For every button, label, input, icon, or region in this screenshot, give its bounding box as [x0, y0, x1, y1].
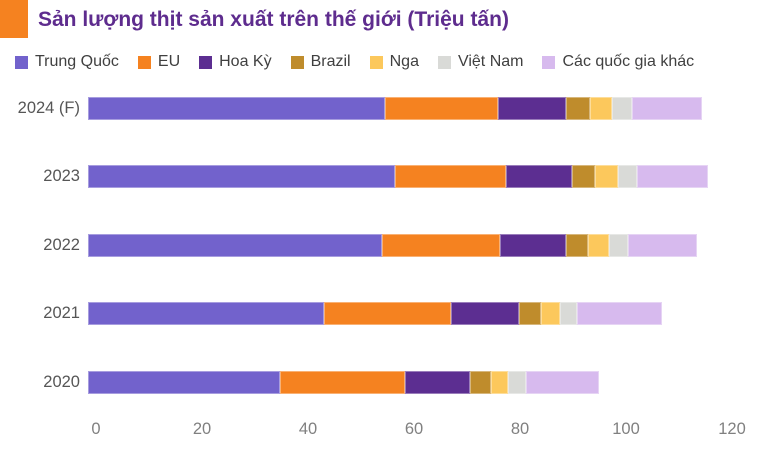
bar-segment [450, 302, 519, 326]
x-tick-label: 20 [192, 419, 212, 438]
bar-segment [627, 233, 697, 257]
category-label: 2024 (F) [17, 98, 80, 117]
bar-segment [381, 233, 501, 257]
legend-item: Hoa Kỳ [199, 53, 272, 71]
bar-segment [571, 165, 596, 189]
bar-segment [525, 370, 599, 394]
bar-segment [323, 302, 451, 326]
bar-segment [88, 370, 281, 394]
chart-row: 2024 (F) [0, 74, 765, 143]
bar-track [88, 96, 724, 120]
bar-segment [384, 96, 498, 120]
bar-track [88, 302, 724, 326]
x-tick-label: 60 [404, 419, 424, 438]
bar-segment [88, 233, 382, 257]
chart-title: Sản lượng thịt sản xuất trên thế giới (T… [38, 8, 509, 31]
legend-swatch-icon [199, 55, 213, 69]
bar-segment [631, 96, 702, 120]
bar-segment [541, 302, 561, 326]
legend-swatch-icon [369, 55, 383, 69]
category-label: 2023 [43, 167, 80, 186]
bar-segment [518, 302, 542, 326]
legend-label: Việt Nam [457, 53, 524, 70]
legend-label: Các quốc gia khác [562, 53, 695, 70]
bar-segment [88, 165, 396, 189]
x-tick-label: 120 [718, 419, 746, 438]
legend-swatch-icon [542, 55, 556, 69]
legend-item: Việt Nam [437, 53, 524, 71]
bar-segment [404, 370, 470, 394]
bar-segment [617, 165, 637, 189]
legend-item: Nga [369, 53, 419, 71]
stacked-bar-chart: 2024 (F) 2023 2022 2021 2020 [0, 74, 765, 417]
legend-swatch-icon [137, 55, 151, 69]
legend-label: Nga [389, 53, 419, 70]
bar-segment [497, 96, 567, 120]
bar-track [88, 233, 724, 257]
bar-segment [577, 302, 663, 326]
bar-segment [612, 96, 632, 120]
bar-segment [88, 302, 324, 326]
legend-item: EU [137, 53, 181, 71]
bar-segment [88, 96, 385, 120]
legend-item: Trung Quốc [15, 53, 119, 71]
chart-row: 2022 [0, 211, 765, 280]
bar-segment [565, 233, 589, 257]
x-tick-label: 100 [612, 419, 640, 438]
bar-segment [280, 370, 405, 394]
chart-row: 2023 [0, 143, 765, 212]
legend-label: EU [157, 53, 181, 70]
legend-swatch-icon [290, 55, 304, 69]
legend-label: Hoa Kỳ [219, 53, 272, 70]
chart-row: 2020 [0, 348, 765, 417]
bar-segment [566, 96, 590, 120]
bar-track [88, 370, 724, 394]
bar-segment [636, 165, 708, 189]
chart-header: Sản lượng thịt sản xuất trên thế giới (T… [0, 0, 765, 40]
bar-segment [490, 370, 509, 394]
bar-segment [505, 165, 572, 189]
legend-swatch-icon [437, 55, 451, 69]
category-label: 2021 [43, 304, 80, 323]
bar-segment [395, 165, 506, 189]
bar-track [88, 165, 724, 189]
x-tick-label: 40 [298, 419, 318, 438]
legend-swatch-icon [15, 55, 28, 69]
legend: Trung Quốc EU Hoa Kỳ Brazil Nga Việt Nam Các q… [15, 53, 765, 71]
legend-item: Brazil [290, 53, 351, 71]
accent-square [0, 0, 28, 38]
legend-label: Brazil [310, 53, 351, 70]
bar-segment [560, 302, 578, 326]
category-label: 2022 [43, 235, 80, 254]
chart-row: 2021 [0, 280, 765, 349]
x-tick-label: 0 [91, 419, 101, 438]
legend-label: Trung Quốc [35, 53, 119, 70]
bar-segment [469, 370, 491, 394]
bar-segment [588, 233, 609, 257]
x-axis: 0 20 40 60 80 100 120 [91, 419, 745, 440]
bar-segment [608, 233, 628, 257]
bar-segment [589, 96, 613, 120]
category-label: 2020 [43, 372, 80, 391]
bar-segment [500, 233, 566, 257]
bar-segment [508, 370, 526, 394]
bar-segment [595, 165, 618, 189]
x-tick-label: 80 [510, 419, 530, 438]
legend-item: Các quốc gia khác [542, 53, 694, 71]
